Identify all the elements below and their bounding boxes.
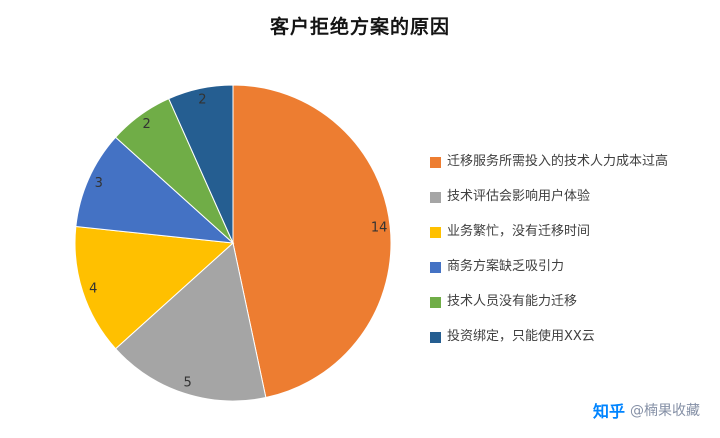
slice-value-label: 14 [371,221,388,236]
legend-label: 迁移服务所需投入的技术人力成本过高 [447,154,669,169]
chart-title: 客户拒绝方案的原因 [269,16,450,38]
legend-item: 业务繁忙，没有迁移时间 [430,223,668,241]
legend-swatch [430,226,441,238]
legend-item: 迁移服务所需投入的技术人力成本过高 [430,153,668,171]
pie-chart: 14 5 4 3 2 2 [74,84,392,402]
legend-label: 技术人员没有能力迁移 [447,294,578,309]
slice-value-label: 4 [89,281,97,296]
watermark-user: @楠果收藏 [630,403,700,419]
pie-slice [74,225,235,350]
slice-value-label: 5 [183,376,191,391]
pie-slice [75,136,235,244]
pie-slice [232,84,392,399]
slice-value-label: 2 [198,92,206,107]
legend-swatch [430,296,441,308]
slice-value-label: 3 [95,176,103,191]
legend-swatch [430,156,441,168]
legend-label: 业务繁忙，没有迁移时间 [447,224,591,239]
legend-item: 商务方案缺乏吸引力 [430,258,668,276]
legend-label: 商务方案缺乏吸引力 [447,259,565,274]
legend-item: 技术评估会影响用户体验 [430,188,668,206]
pie-slice [114,242,267,402]
legend-swatch [430,261,441,273]
zhihu-logo: 知乎 [592,402,625,421]
legend-swatch [430,331,441,343]
pie-slice [168,84,234,244]
slice-value-label: 2 [142,117,150,132]
watermark: 知乎 @楠果收藏 [593,398,700,422]
legend-label: 投资绑定，只能使用XX云 [447,329,595,344]
legend-label: 技术评估会影响用户体验 [447,189,591,204]
legend-item: 投资绑定，只能使用XX云 [430,328,668,346]
legend-item: 技术人员没有能力迁移 [430,293,668,311]
legend-swatch [430,191,441,203]
chart-legend: 迁移服务所需投入的技术人力成本过高 技术评估会影响用户体验 业务繁忙，没有迁移时… [430,153,668,346]
